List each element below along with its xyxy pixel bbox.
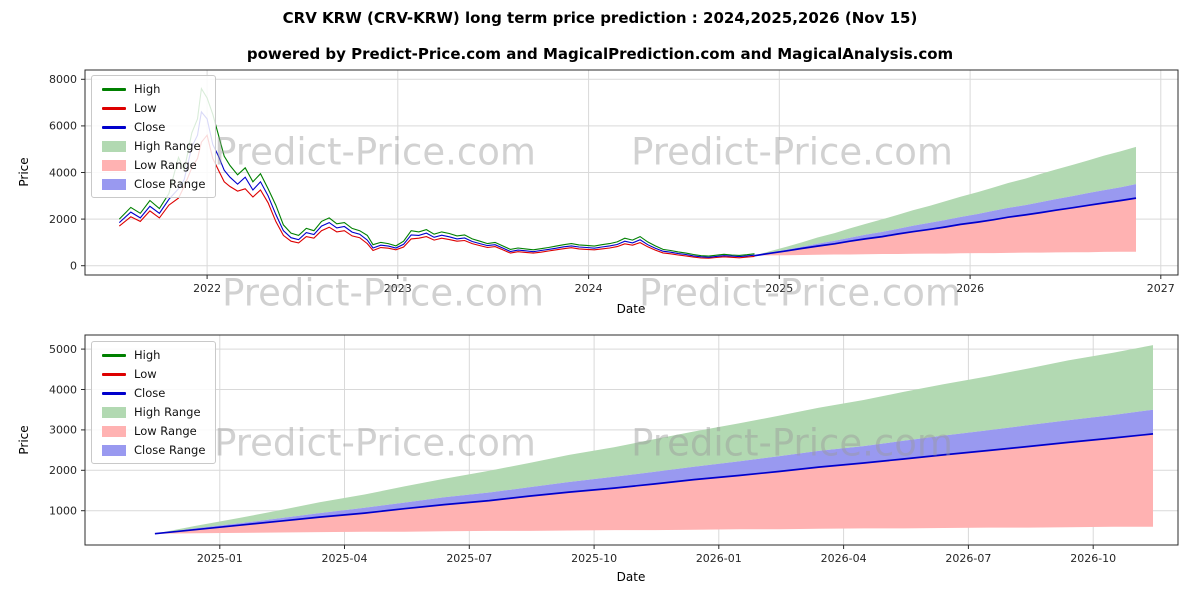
legend-item-high-range: High Range: [102, 404, 205, 420]
y-tick-label: 4000: [49, 166, 77, 179]
y-tick-label: 8000: [49, 73, 77, 86]
y-tick-label: 6000: [49, 120, 77, 133]
x-tick-label: 2022: [193, 282, 221, 295]
legend-item-high: High: [102, 347, 205, 363]
legend-item-low: Low: [102, 100, 205, 116]
x-tick-label: 2025-01: [197, 552, 243, 565]
legend-item-close-range: Close Range: [102, 176, 205, 192]
legend-label: Close Range: [134, 443, 206, 457]
legend-bottom-chart: High Low Close High Range Low Range Clos…: [91, 341, 217, 464]
y-axis-label-bottom: Price: [17, 425, 31, 455]
x-tick-label: 2025-07: [446, 552, 492, 565]
legend-label: Close: [134, 120, 166, 134]
close-series-line: [118, 110, 755, 258]
x-tick-label: 2027: [1147, 282, 1175, 295]
page-title: CRV KRW (CRV-KRW) long term price predic…: [282, 9, 918, 27]
legend-label: Low: [134, 101, 157, 115]
legend-top-chart: High Low Close High Range Low Range Clos…: [91, 75, 217, 198]
y-tick-label: 3000: [49, 424, 77, 437]
x-tick-label: 2026: [956, 282, 984, 295]
legend-item-close-range: Close Range: [102, 442, 205, 458]
legend-label: High Range: [134, 139, 201, 153]
high-series-line: [118, 86, 755, 257]
high-line-swatch: [102, 87, 126, 91]
x-tick-label: 2026-10: [1070, 552, 1116, 565]
legend-label: Low Range: [134, 158, 197, 172]
legend-item-close: Close: [102, 385, 205, 401]
low-series-line: [118, 133, 755, 259]
page-subtitle: powered by Predict-Price.com and Magical…: [246, 45, 954, 63]
x-axis-label-top: Date: [616, 302, 646, 316]
close-line-swatch: [102, 391, 126, 395]
x-axis-label-bottom: Date: [616, 570, 646, 584]
legend-item-high: High: [102, 81, 205, 97]
close-range-swatch: [102, 178, 126, 190]
legend-label: Low Range: [134, 424, 197, 438]
y-tick-label: 5000: [49, 343, 77, 356]
close-range-band: [154, 409, 1153, 534]
x-tick-label: 2023: [384, 282, 412, 295]
legend-item-low-range: Low Range: [102, 157, 205, 173]
y-tick-label: 4000: [49, 383, 77, 396]
x-tick-label: 2026-01: [696, 552, 742, 565]
legend-item-low-range: Low Range: [102, 423, 205, 439]
forecast-close-line: [754, 197, 1137, 257]
x-tick-label: 2025: [765, 282, 793, 295]
legend-item-close: Close: [102, 119, 205, 135]
low-range-swatch: [102, 425, 126, 437]
y-tick-label: 2000: [49, 213, 77, 226]
y-axis-label-top: Price: [17, 157, 31, 187]
legend-label: High: [134, 82, 161, 96]
close-range-band: [754, 184, 1136, 256]
legend-label: High Range: [134, 405, 201, 419]
legend-label: Close: [134, 386, 166, 400]
legend-item-high-range: High Range: [102, 138, 205, 154]
high-range-band: [154, 345, 1153, 534]
y-tick-label: 2000: [49, 464, 77, 477]
low-line-swatch: [102, 372, 126, 376]
high-range-swatch: [102, 140, 126, 152]
legend-label: High: [134, 348, 161, 362]
y-tick-label: 0: [70, 260, 77, 273]
low-range-swatch: [102, 159, 126, 171]
close-range-swatch: [102, 444, 126, 456]
close-line-swatch: [102, 125, 126, 129]
x-tick-label: 2026-04: [821, 552, 867, 565]
legend-label: Low: [134, 367, 157, 381]
legend-label: Close Range: [134, 177, 206, 191]
y-tick-label: 1000: [49, 505, 77, 518]
x-tick-label: 2026-07: [945, 552, 991, 565]
legend-item-low: Low: [102, 366, 205, 382]
high-line-swatch: [102, 353, 126, 357]
x-tick-label: 2025-10: [571, 552, 617, 565]
x-tick-label: 2025-04: [322, 552, 368, 565]
high-range-swatch: [102, 406, 126, 418]
high-range-band: [754, 146, 1136, 256]
low-line-swatch: [102, 106, 126, 110]
forecast-close-line: [154, 433, 1154, 535]
x-tick-label: 2024: [575, 282, 603, 295]
plot-border: [84, 334, 1179, 546]
